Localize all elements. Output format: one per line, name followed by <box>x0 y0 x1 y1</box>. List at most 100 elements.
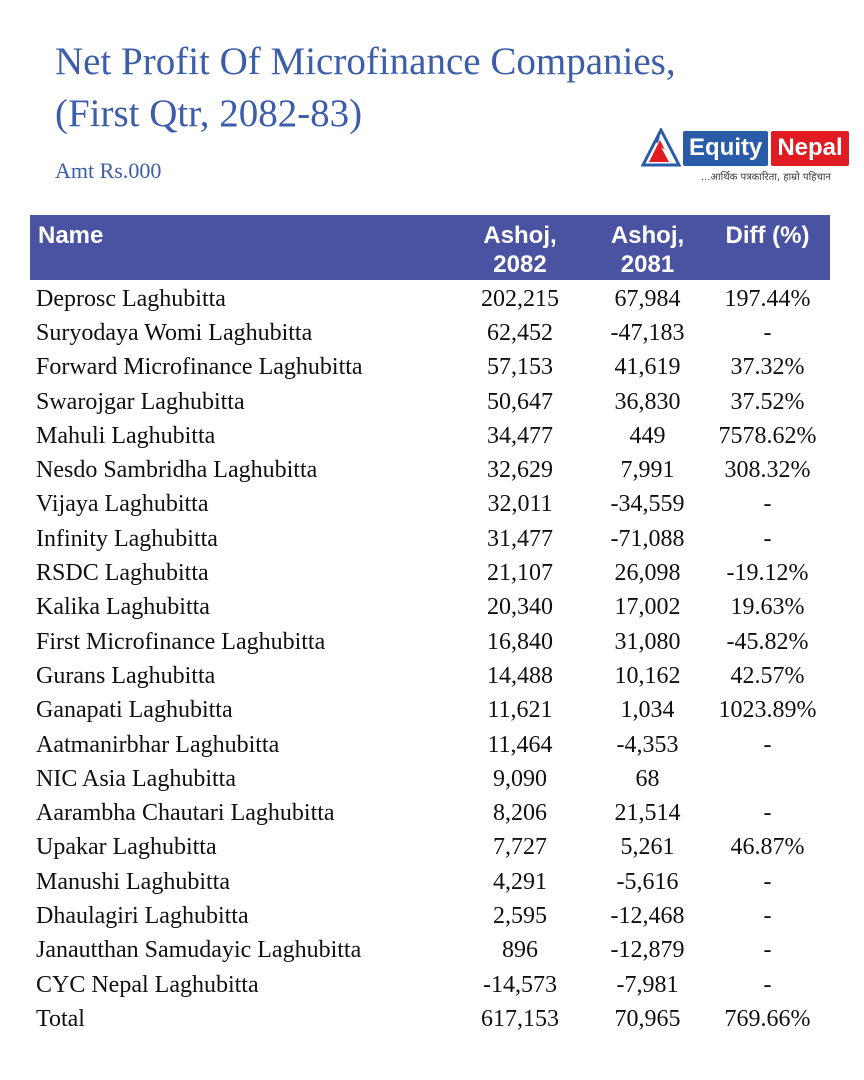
ashoj-2081-cell: 21,514 <box>614 800 681 827</box>
ashoj-2082-cell: 50,647 <box>487 388 553 415</box>
ashoj-2081-cell: 41,619 <box>614 354 681 381</box>
table-header-row: Name Ashoj, 2082 Ashoj, 2081 Diff (%) <box>30 215 830 280</box>
table-row: Forward Microfinance Laghubitta 57,153 41,… <box>30 351 830 385</box>
ashoj-2081-cell: -34,559 <box>610 491 685 518</box>
ashoj-2081-cell: -12,879 <box>610 937 685 964</box>
table-row: Vijaya Laghubitta 32,011 -34,559 - <box>30 488 830 522</box>
ashoj-2082-cell: 7,727 <box>493 834 547 861</box>
diff-cell: 769.66% <box>724 1005 811 1032</box>
diff-cell: - <box>763 902 772 929</box>
diff-cell: 37.32% <box>730 354 805 381</box>
company-name-cell: Suryodaya Womi Laghubitta <box>36 319 313 346</box>
ashoj-2081-cell: 31,080 <box>614 628 681 655</box>
ashoj-2081-cell: 10,162 <box>614 662 681 689</box>
ashoj-2082-cell: 32,011 <box>487 491 553 518</box>
company-name-cell: Janautthan Samudayic Laghubitta <box>36 937 362 964</box>
ashoj-2082-cell: -14,573 <box>483 971 557 998</box>
diff-cell: - <box>763 937 772 964</box>
amount-unit-label: Amt Rs.000 <box>55 158 162 183</box>
company-name-cell: Ganapati Laghubitta <box>36 697 233 724</box>
column-header-ashoj-2082: Ashoj, 2082 <box>483 222 557 278</box>
column-header-ashoj-2081: Ashoj, 2081 <box>610 222 685 278</box>
table-row: First Microfinance Laghubitta 16,840 31,08… <box>30 625 830 659</box>
ashoj-2081-cell: 67,984 <box>614 285 681 312</box>
diff-cell: 7578.62% <box>718 422 817 449</box>
company-name-cell: Gurans Laghubitta <box>36 662 216 689</box>
diff-cell: 46.87% <box>730 834 805 861</box>
company-name-cell: Kalika Laghubitta <box>36 594 210 621</box>
diff-cell: 197.44% <box>724 285 811 312</box>
diff-cell: - <box>763 491 772 518</box>
ashoj-2082-cell: 57,153 <box>487 354 553 381</box>
table-row: Kalika Laghubitta 20,340 17,002 19.63% <box>30 591 830 625</box>
logo-tagline: ...आर्थिक पत्रकारिता, हाम्रो पहिचान <box>700 172 831 183</box>
company-name-cell: Manushi Laghubitta <box>36 868 230 895</box>
ashoj-2081-cell: -5,616 <box>616 868 679 895</box>
diff-cell: - <box>763 525 772 552</box>
table-row: NIC Asia Laghubitta 9,090 68 <box>30 762 830 796</box>
table-row: Manushi Laghubitta 4,291 -5,616 - <box>30 865 830 899</box>
company-name-cell: Forward Microfinance Laghubitta <box>36 354 363 381</box>
company-name-cell: Swarojgar Laghubitta <box>36 388 245 415</box>
diff-cell: - <box>763 731 772 758</box>
ashoj-2082-cell: 31,477 <box>487 525 553 552</box>
ashoj-2082-cell: 16,840 <box>487 628 553 655</box>
ashoj-2081-cell: 449 <box>629 422 666 449</box>
company-name-cell: NIC Asia Laghubitta <box>36 765 236 792</box>
table-row: CYC Nepal Laghubitta -14,573 -7,981 - <box>30 968 830 1002</box>
ashoj-2082-cell: 9,090 <box>493 765 547 792</box>
ashoj-2081-cell: -47,183 <box>610 319 685 346</box>
diff-cell: - <box>763 319 772 346</box>
ashoj-2082-cell: 11,464 <box>487 731 553 758</box>
table-row: Ganapati Laghubitta 11,621 1,034 1023.89% <box>30 694 830 728</box>
company-name-cell: Infinity Laghubitta <box>36 525 218 552</box>
company-name-cell: First Microfinance Laghubitta <box>36 628 326 655</box>
ashoj-2082-cell: 32,629 <box>487 457 553 484</box>
company-name-cell: RSDC Laghubitta <box>36 560 209 587</box>
ashoj-2082-cell: 8,206 <box>493 800 547 827</box>
column-header-diff: Diff (%) <box>725 222 810 249</box>
company-name-cell: CYC Nepal Laghubitta <box>36 971 259 998</box>
table-row: RSDC Laghubitta 21,107 26,098 -19.12% <box>30 556 830 590</box>
ashoj-2081-cell: -12,468 <box>610 902 685 929</box>
table-row: Nesdo Sambridha Laghubitta 32,629 7,991 308… <box>30 453 830 487</box>
ashoj-2082-cell: 11,621 <box>487 697 553 724</box>
company-name-cell: Upakar Laghubitta <box>36 834 217 861</box>
table-row: Aatmanirbhar Laghubitta 11,464 -4,353 - <box>30 728 830 762</box>
logo-wordmark: Equity Nepal <box>683 130 849 166</box>
company-name-cell: Dhaulagiri Laghubitta <box>36 902 249 929</box>
table-row: Suryodaya Womi Laghubitta 62,452 -47,183 - <box>30 316 830 350</box>
ashoj-2082-cell: 4,291 <box>493 868 547 895</box>
equity-nepal-logo: Equity Nepal ...आर्थिक पत्रकारिता, हाम्र… <box>641 128 849 183</box>
ashoj-2082-cell: 202,215 <box>481 285 559 312</box>
company-name-cell: Nesdo Sambridha Laghubitta <box>36 457 318 484</box>
table-row: Dhaulagiri Laghubitta 2,595 -12,468 - <box>30 899 830 933</box>
ashoj-2081-cell: -7,981 <box>616 971 679 998</box>
table-row: Deprosc Laghubitta 202,215 67,984 197.44% <box>30 282 830 316</box>
ashoj-2081-cell: 17,002 <box>614 594 681 621</box>
company-name-cell: Mahuli Laghubitta <box>36 422 216 449</box>
ashoj-2081-cell: -71,088 <box>610 525 685 552</box>
diff-cell: -19.12% <box>726 560 809 587</box>
diff-cell: 42.57% <box>730 662 805 689</box>
ashoj-2081-cell: 68 <box>635 765 660 792</box>
company-name-cell: Aatmanirbhar Laghubitta <box>36 731 280 758</box>
table-row: Upakar Laghubitta 7,727 5,261 46.87% <box>30 831 830 865</box>
ashoj-2081-cell: -4,353 <box>616 731 679 758</box>
ashoj-2081-cell: 1,034 <box>620 697 675 724</box>
diff-cell: 1023.89% <box>718 697 817 724</box>
column-header-name: Name <box>38 222 104 249</box>
company-name-cell: Vijaya Laghubitta <box>36 491 209 518</box>
diff-cell: -45.82% <box>726 628 809 655</box>
ashoj-2081-cell: 5,261 <box>620 834 675 861</box>
ashoj-2082-cell: 34,477 <box>487 422 553 449</box>
logo-nepal-text: Nepal <box>771 130 849 166</box>
diff-cell: - <box>763 971 772 998</box>
ashoj-2081-cell: 36,830 <box>614 388 681 415</box>
ashoj-2082-cell: 21,107 <box>487 560 553 587</box>
table-row: Mahuli Laghubitta 34,477 449 7578.62% <box>30 419 830 453</box>
ashoj-2082-cell: 896 <box>502 937 538 964</box>
ashoj-2081-cell: 26,098 <box>614 560 681 587</box>
diff-cell: 308.32% <box>724 457 811 484</box>
diff-cell: - <box>763 800 772 827</box>
